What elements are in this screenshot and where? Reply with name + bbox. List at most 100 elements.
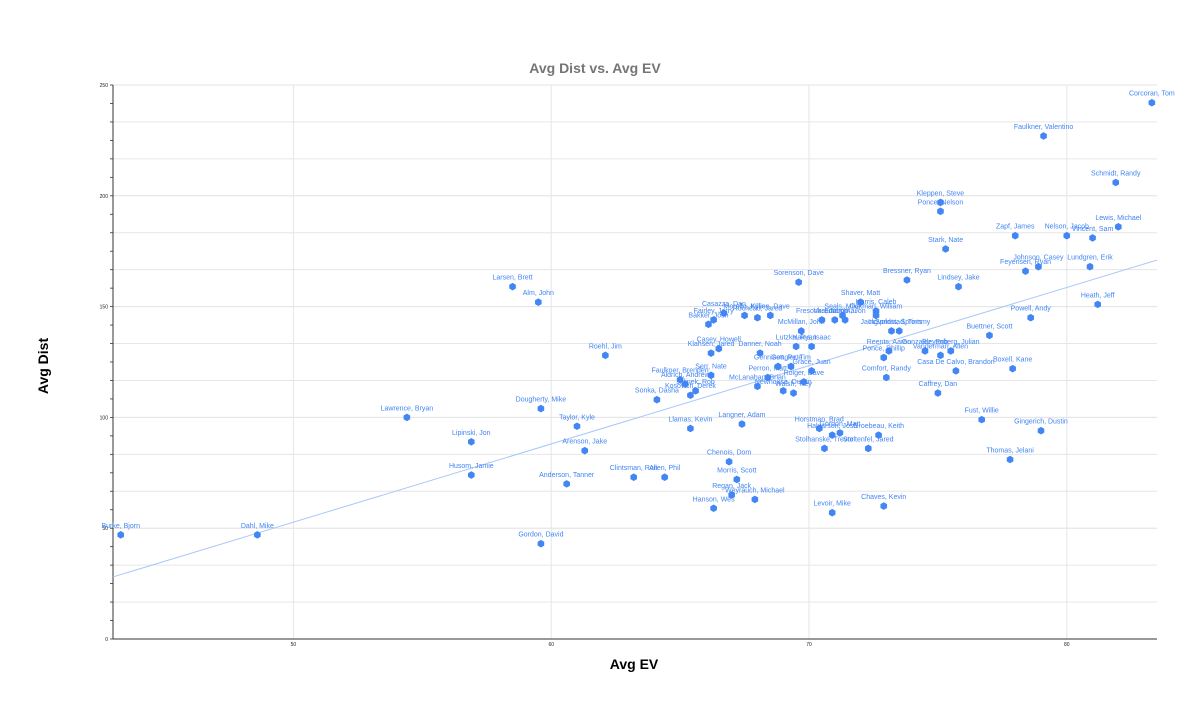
data-point[interactable] (808, 367, 815, 375)
data-point[interactable] (728, 491, 735, 499)
data-point[interactable] (537, 404, 545, 413)
data-point[interactable] (741, 311, 748, 320)
data-point[interactable] (756, 349, 764, 357)
data-point[interactable] (903, 276, 911, 284)
data-point[interactable] (955, 282, 962, 291)
data-point[interactable] (797, 327, 805, 335)
data-point[interactable] (403, 413, 411, 422)
data-point[interactable] (707, 371, 715, 380)
data-point[interactable] (872, 311, 880, 320)
data-point[interactable] (865, 444, 872, 453)
data-point[interactable] (1006, 455, 1014, 464)
data-point[interactable] (937, 207, 944, 216)
data-point[interactable] (1011, 231, 1019, 240)
data-point[interactable] (754, 382, 761, 391)
data-point[interactable] (468, 471, 475, 479)
data-point[interactable] (254, 531, 261, 539)
data-point[interactable] (986, 331, 993, 340)
data-point[interactable] (880, 353, 888, 362)
data-point[interactable] (1040, 132, 1047, 140)
data-point[interactable] (692, 387, 699, 395)
data-point[interactable] (800, 378, 808, 386)
data-point[interactable] (715, 344, 723, 353)
data-point-label: Vincent, Sam (1072, 226, 1114, 233)
data-point[interactable] (1063, 231, 1071, 240)
data-point[interactable] (795, 278, 802, 287)
data-point[interactable] (1035, 262, 1042, 271)
data-point[interactable] (707, 349, 715, 357)
data-point[interactable] (828, 431, 836, 439)
data-point[interactable] (1115, 223, 1122, 231)
data-point[interactable] (779, 387, 787, 395)
data-point[interactable] (895, 327, 903, 335)
data-point[interactable] (767, 311, 774, 320)
data-point-label: Ockman, William (850, 303, 903, 310)
data-point[interactable] (573, 422, 581, 431)
data-point[interactable] (880, 502, 888, 510)
data-point[interactable] (725, 457, 733, 466)
data-point[interactable] (1022, 267, 1029, 275)
data-point[interactable] (676, 375, 684, 384)
data-point[interactable] (792, 342, 800, 351)
data-point[interactable] (720, 309, 728, 318)
data-point-label: Harris, Caleb (856, 299, 897, 306)
data-point[interactable] (687, 391, 694, 400)
data-point[interactable] (836, 429, 844, 437)
data-point[interactable] (937, 351, 944, 360)
data-point[interactable] (816, 424, 823, 433)
data-point[interactable] (687, 424, 694, 433)
data-point[interactable] (1009, 364, 1016, 373)
data-point[interactable] (841, 316, 849, 324)
data-point[interactable] (661, 473, 668, 482)
data-point[interactable] (978, 415, 985, 424)
data-point[interactable] (818, 316, 826, 324)
data-point[interactable] (787, 362, 795, 371)
data-point[interactable] (1089, 234, 1096, 242)
data-point[interactable] (942, 245, 949, 253)
data-point[interactable] (934, 389, 942, 397)
data-point[interactable] (581, 446, 589, 455)
data-point[interactable] (808, 342, 815, 351)
data-point[interactable] (1112, 178, 1120, 187)
data-point[interactable] (705, 320, 712, 329)
data-point[interactable] (831, 316, 839, 324)
data-point[interactable] (937, 198, 944, 207)
data-point[interactable] (468, 437, 475, 446)
data-point[interactable] (947, 347, 955, 355)
data-point[interactable] (952, 367, 960, 375)
data-point[interactable] (1037, 426, 1045, 435)
data-point[interactable] (857, 298, 864, 306)
data-point[interactable] (1094, 300, 1101, 309)
data-point[interactable] (1148, 98, 1156, 107)
data-point[interactable] (733, 475, 741, 484)
data-point[interactable] (537, 539, 545, 548)
data-point[interactable] (563, 480, 570, 488)
data-point[interactable] (875, 431, 882, 439)
data-point[interactable] (738, 420, 746, 428)
data-point[interactable] (828, 508, 836, 517)
data-point[interactable] (710, 504, 717, 513)
data-point[interactable] (821, 444, 828, 453)
data-point[interactable] (535, 298, 542, 306)
data-point[interactable] (883, 373, 890, 382)
data-point[interactable] (681, 380, 689, 388)
data-point[interactable] (602, 351, 609, 360)
data-point[interactable] (764, 373, 772, 382)
data-point[interactable] (630, 473, 637, 482)
data-point[interactable] (774, 362, 782, 371)
data-point[interactable] (921, 347, 929, 355)
data-point[interactable] (1027, 313, 1034, 322)
data-point[interactable] (710, 316, 717, 324)
data-point[interactable] (509, 282, 516, 291)
data-point[interactable] (885, 347, 893, 355)
data-point[interactable] (790, 389, 797, 397)
data-point-label: Fairley, Jerry (694, 308, 734, 315)
data-point[interactable] (1086, 262, 1094, 271)
data-point[interactable] (751, 495, 759, 504)
data-point-label: Weyrauch, Michael (725, 487, 785, 494)
data-point[interactable] (754, 313, 761, 322)
data-point[interactable] (117, 531, 125, 539)
data-point[interactable] (888, 327, 895, 335)
data-point[interactable] (653, 395, 661, 404)
